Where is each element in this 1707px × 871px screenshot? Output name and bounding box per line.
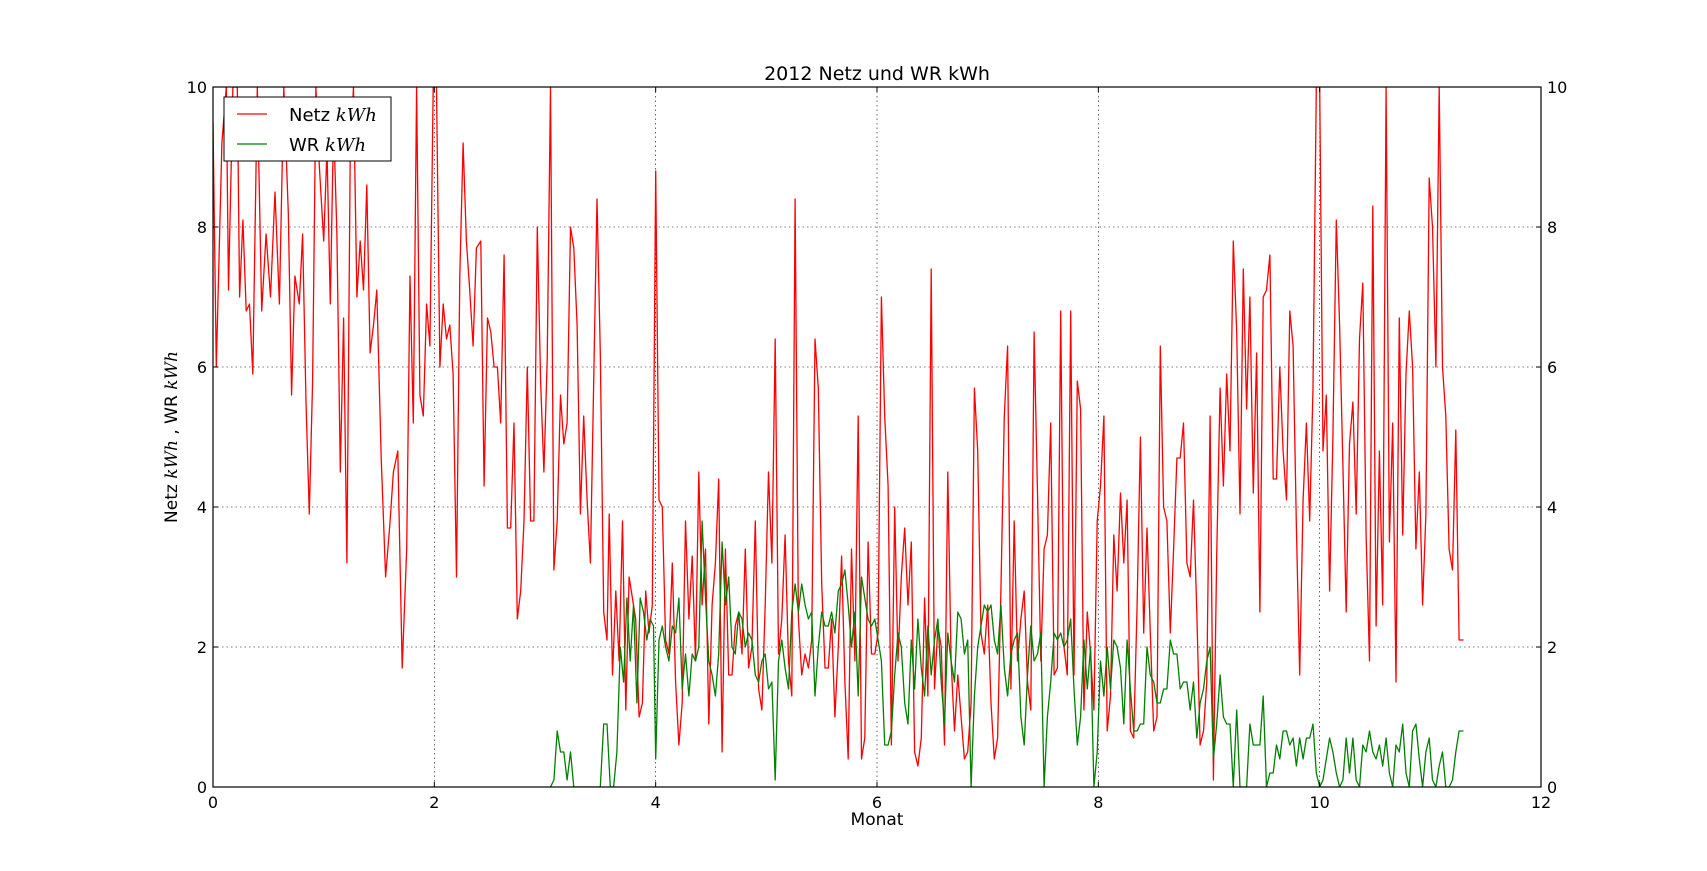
- y-tick-label: 4: [197, 498, 207, 517]
- y-label-series1: Netz: [162, 484, 182, 523]
- y-tick-label: 0: [197, 778, 207, 797]
- y-label-unit1: kWh: [162, 440, 182, 479]
- legend-label-wr: WR kWh: [289, 135, 366, 156]
- y-tick-label-right: 2: [1547, 638, 1557, 657]
- y-label-sep: ,: [162, 424, 182, 440]
- y-tick-label-right: 4: [1547, 498, 1557, 517]
- x-tick-label: 8: [1093, 793, 1103, 812]
- x-tick-label: 6: [872, 793, 882, 812]
- series-line-wr: [549, 520, 1464, 787]
- grid: [213, 87, 1541, 787]
- y-label-unit2: kWh: [162, 351, 182, 390]
- y-tick-label-right: 6: [1547, 358, 1557, 377]
- legend-box: [223, 96, 392, 162]
- y-tick-label: 6: [197, 358, 207, 377]
- y-tick-label: 8: [197, 218, 207, 237]
- y-tick-label: 2: [197, 638, 207, 657]
- x-tick-label: 2: [429, 793, 439, 812]
- x-tick-label: 10: [1309, 793, 1329, 812]
- ticks: 0 2 4 6 8 10 120 02 24 46 68 810 10: [187, 78, 1568, 812]
- y-axis-label: Netz kWh , WR kWh: [162, 351, 182, 523]
- y-label-series2: WR: [162, 395, 182, 424]
- x-axis-label: Monat: [851, 810, 904, 830]
- series-line-netz: [213, 87, 1464, 781]
- y-tick-label-right: 8: [1547, 218, 1557, 237]
- y-tick-label-right: 10: [1547, 78, 1567, 97]
- chart-title: 2012 Netz und WR kWh: [764, 63, 990, 85]
- x-tick-label: 0: [208, 793, 218, 812]
- x-tick-label: 12: [1531, 793, 1551, 812]
- legend-label-netz: Netz kWh: [289, 105, 377, 126]
- x-tick-label: 4: [651, 793, 661, 812]
- y-tick-label: 10: [187, 78, 207, 97]
- legend: Netz kWh WR kWh: [223, 96, 392, 162]
- series-layer: [213, 87, 1464, 787]
- y-tick-label-right: 0: [1547, 778, 1557, 797]
